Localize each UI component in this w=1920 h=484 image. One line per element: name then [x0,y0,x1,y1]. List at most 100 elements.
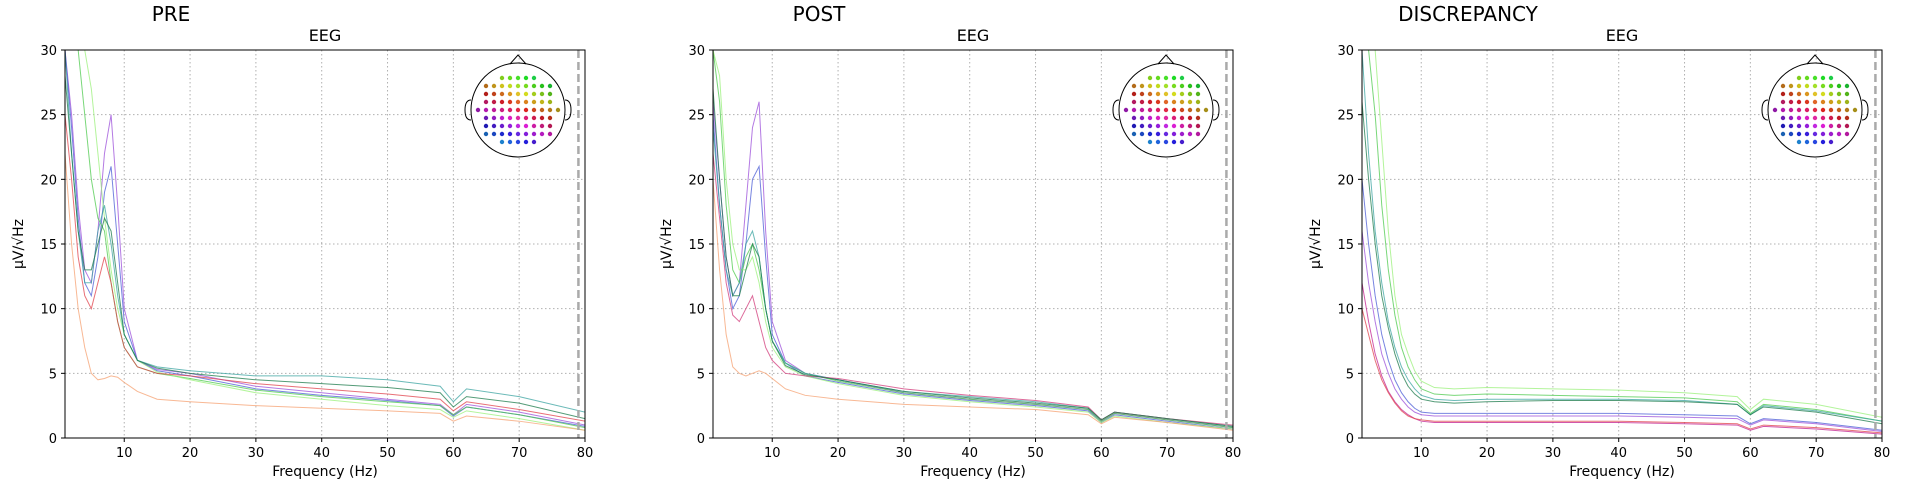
sensor-dot [1804,83,1810,89]
sensor-dot [483,131,489,137]
axes-frame [712,49,1234,439]
sensor-dot [1804,91,1810,97]
sensor-dot [1828,107,1834,113]
sensor-dot [539,83,545,89]
sensor-dot [1179,107,1185,113]
sensor-dot [507,123,513,129]
sensor-dot [1139,123,1145,129]
sensor-dot [1155,115,1161,121]
y-tick-label: 20 [688,173,705,188]
sensor-dot [1804,131,1810,137]
x-tick-label: 80 [1874,446,1891,461]
sensor-dot [1796,83,1802,89]
sensor-dot [1828,91,1834,97]
ear [464,99,472,121]
sensor-dot [499,139,505,145]
sensor-dot [515,139,521,145]
sensor-dot [507,107,513,113]
sensor-dot [1828,139,1834,145]
sensor-dot [1836,107,1842,113]
sensor-dot [1828,123,1834,129]
axes-title: EEG [1606,26,1639,45]
sensor-dot [507,99,513,105]
sensor-dot [1147,107,1153,113]
sensor-dot [1780,107,1786,113]
x-tick-label: 10 [764,446,781,461]
sensor-dot [539,107,545,113]
sensor-dot [1820,75,1826,81]
sensor-dot [1171,139,1177,145]
sensor-dot [1163,139,1169,145]
sensor-dot [1131,131,1137,137]
sensor-dot [1812,115,1818,121]
sensor-dot [539,115,545,121]
sensor-dot [1836,83,1842,89]
sensor-dot [1163,83,1169,89]
y-tick-label: 10 [40,303,57,318]
sensor-dot [1836,115,1842,121]
axes-frame [1361,49,1883,439]
sensor-dot [539,99,545,105]
sensor-dot [1155,131,1161,137]
sensor-dot [1187,91,1193,97]
x-tick-label: 40 [313,446,330,461]
sensor-dot [1163,131,1169,137]
sensor-dot [1796,91,1802,97]
y-tick-label: 25 [1337,109,1354,124]
sensor-dot [1844,123,1850,129]
sensor-dot [1812,139,1818,145]
x-tick-label: 10 [1413,446,1430,461]
sensor-dot [1836,131,1842,137]
sensor-dot [1131,99,1137,105]
sensor-dot [1187,83,1193,89]
sensor-dot [531,115,537,121]
y-tick-label: 5 [697,367,705,382]
sensor-dot [507,115,513,121]
sensor-dot [1179,131,1185,137]
nose [509,54,527,65]
sensor-dot [1788,83,1794,89]
sensor-dot [523,91,529,97]
sensor-dot [1203,107,1209,113]
sensor-dot [1195,115,1201,121]
sensor-dot [1155,123,1161,129]
sensor-dot [531,99,537,105]
sensor-dot [539,91,545,97]
sensor-dot [539,131,545,137]
sensor-dot [1179,83,1185,89]
sensor-dot [1804,75,1810,81]
sensor-dot [507,139,513,145]
sensor-dot [1780,99,1786,105]
sensor-dot [523,107,529,113]
ear [1861,99,1869,121]
y-tick-label: 25 [40,109,57,124]
x-tick-label: 10 [116,446,133,461]
x-tick-label: 20 [830,446,847,461]
sensor-dot [1139,115,1145,121]
sensor-dot [1139,107,1145,113]
sensor-dot [515,131,521,137]
sensor-dot [499,91,505,97]
y-tick-label: 15 [688,238,705,253]
sensor-dot [1844,131,1850,137]
sensor-dot [1820,83,1826,89]
sensor-dot [1187,123,1193,129]
sensor-dot [1804,115,1810,121]
sensor-dot [1187,115,1193,121]
sensor-dot [1844,91,1850,97]
x-tick-label: 60 [445,446,462,461]
sensor-dot [1147,83,1153,89]
sensor-dot [1155,99,1161,105]
sensor-dot [547,107,553,113]
sensor-dot [507,75,513,81]
y-tick-label: 30 [40,44,57,59]
sensor-dot [1804,99,1810,105]
sensor-dot [1187,131,1193,137]
x-tick-label: 80 [577,446,594,461]
sensor-dot [1820,91,1826,97]
sensor-dot [1796,131,1802,137]
sensor-dot [1828,75,1834,81]
sensor-dot [1179,115,1185,121]
